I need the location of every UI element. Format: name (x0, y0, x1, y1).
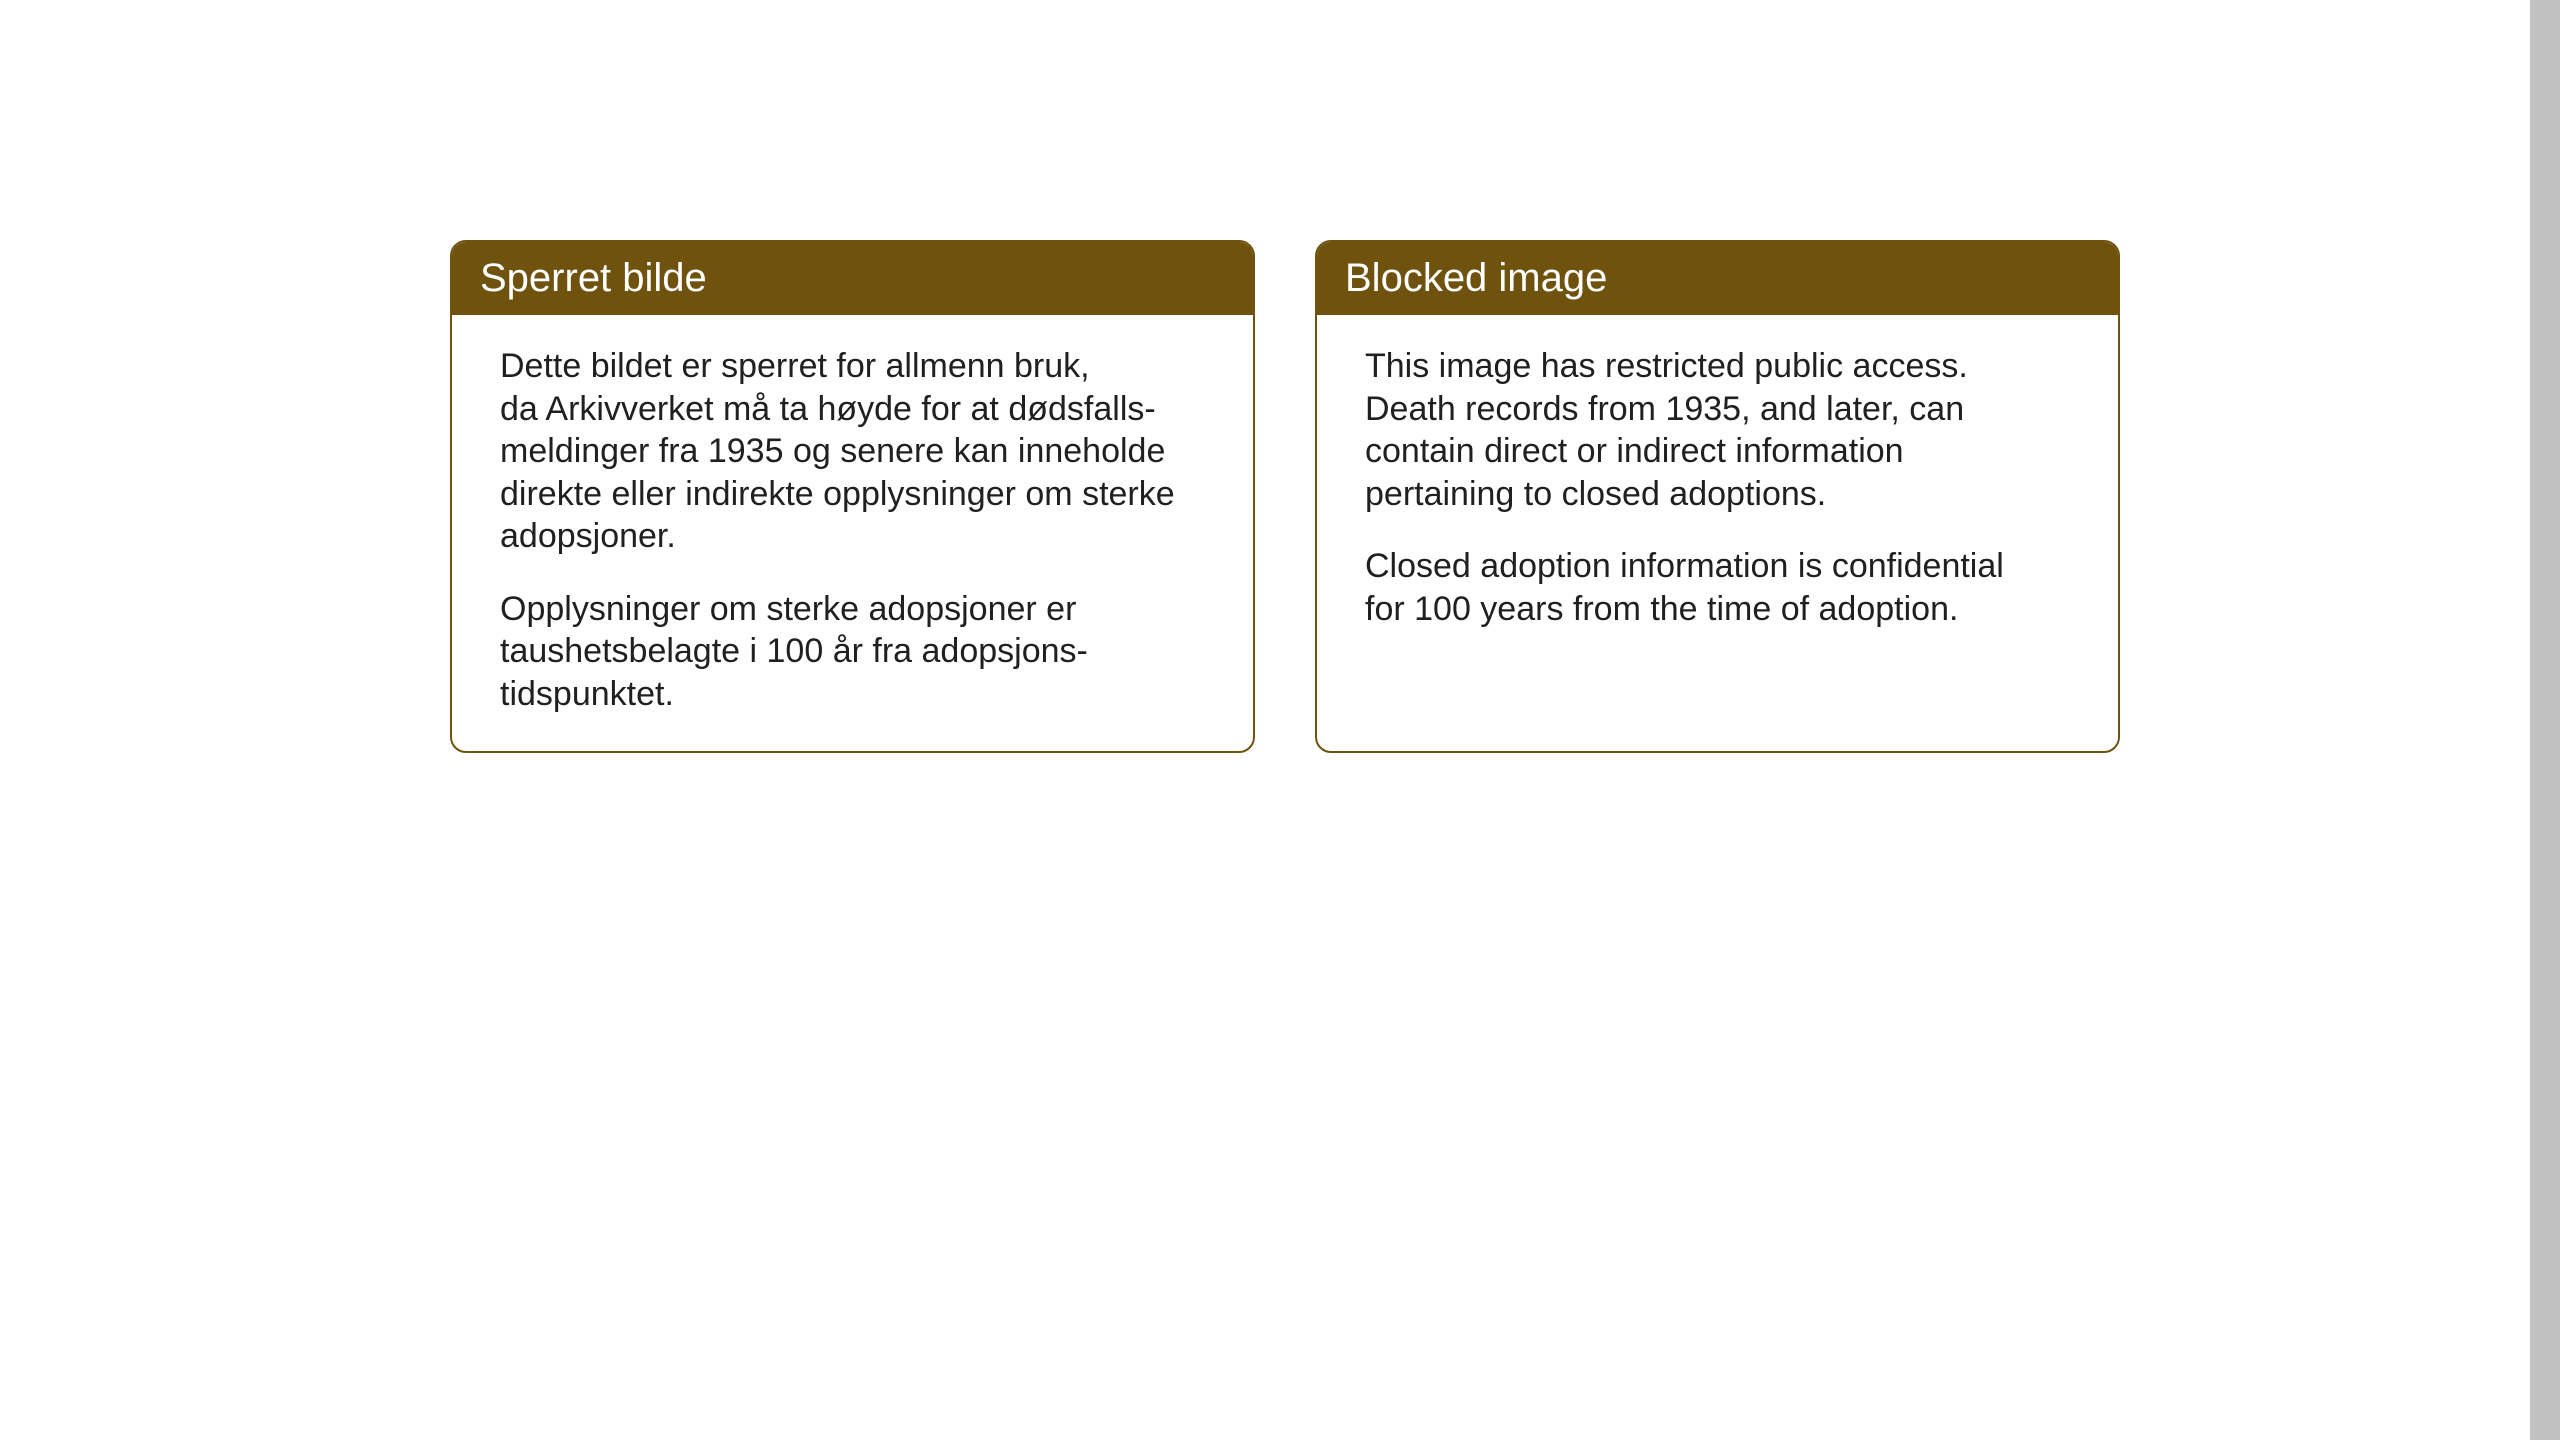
norwegian-p1-line4: direkte eller indirekte opplysninger om … (500, 473, 1205, 516)
english-p1-line1: This image has restricted public access. (1365, 345, 2070, 388)
norwegian-p2-line2: taushetsbelagte i 100 år fra adopsjons- (500, 630, 1205, 673)
vertical-scrollbar-track[interactable] (2530, 0, 2560, 1440)
norwegian-p2-line1: Opplysninger om sterke adopsjoner er (500, 588, 1205, 631)
norwegian-card-title: Sperret bilde (452, 242, 1253, 315)
norwegian-p2-line3: tidspunktet. (500, 673, 1205, 716)
english-p1-line2: Death records from 1935, and later, can (1365, 388, 2070, 431)
english-card-body: This image has restricted public access.… (1317, 315, 2118, 666)
notice-container: Sperret bilde Dette bildet er sperret fo… (450, 240, 2120, 753)
norwegian-p1-line3: meldinger fra 1935 og senere kan innehol… (500, 430, 1205, 473)
english-p1-line3: contain direct or indirect information (1365, 430, 2070, 473)
english-p2-line1: Closed adoption information is confident… (1365, 545, 2070, 588)
paragraph-gap (500, 558, 1205, 588)
english-p2-line2: for 100 years from the time of adoption. (1365, 588, 2070, 631)
norwegian-p1-line5: adopsjoner. (500, 515, 1205, 558)
paragraph-gap (1365, 515, 2070, 545)
norwegian-notice-card: Sperret bilde Dette bildet er sperret fo… (450, 240, 1255, 753)
english-card-title: Blocked image (1317, 242, 2118, 315)
norwegian-p1-line1: Dette bildet er sperret for allmenn bruk… (500, 345, 1205, 388)
norwegian-card-body: Dette bildet er sperret for allmenn bruk… (452, 315, 1253, 751)
vertical-scrollbar-thumb[interactable] (2530, 0, 2560, 1440)
english-notice-card: Blocked image This image has restricted … (1315, 240, 2120, 753)
english-p1-line4: pertaining to closed adoptions. (1365, 473, 2070, 516)
norwegian-p1-line2: da Arkivverket må ta høyde for at dødsfa… (500, 388, 1205, 431)
